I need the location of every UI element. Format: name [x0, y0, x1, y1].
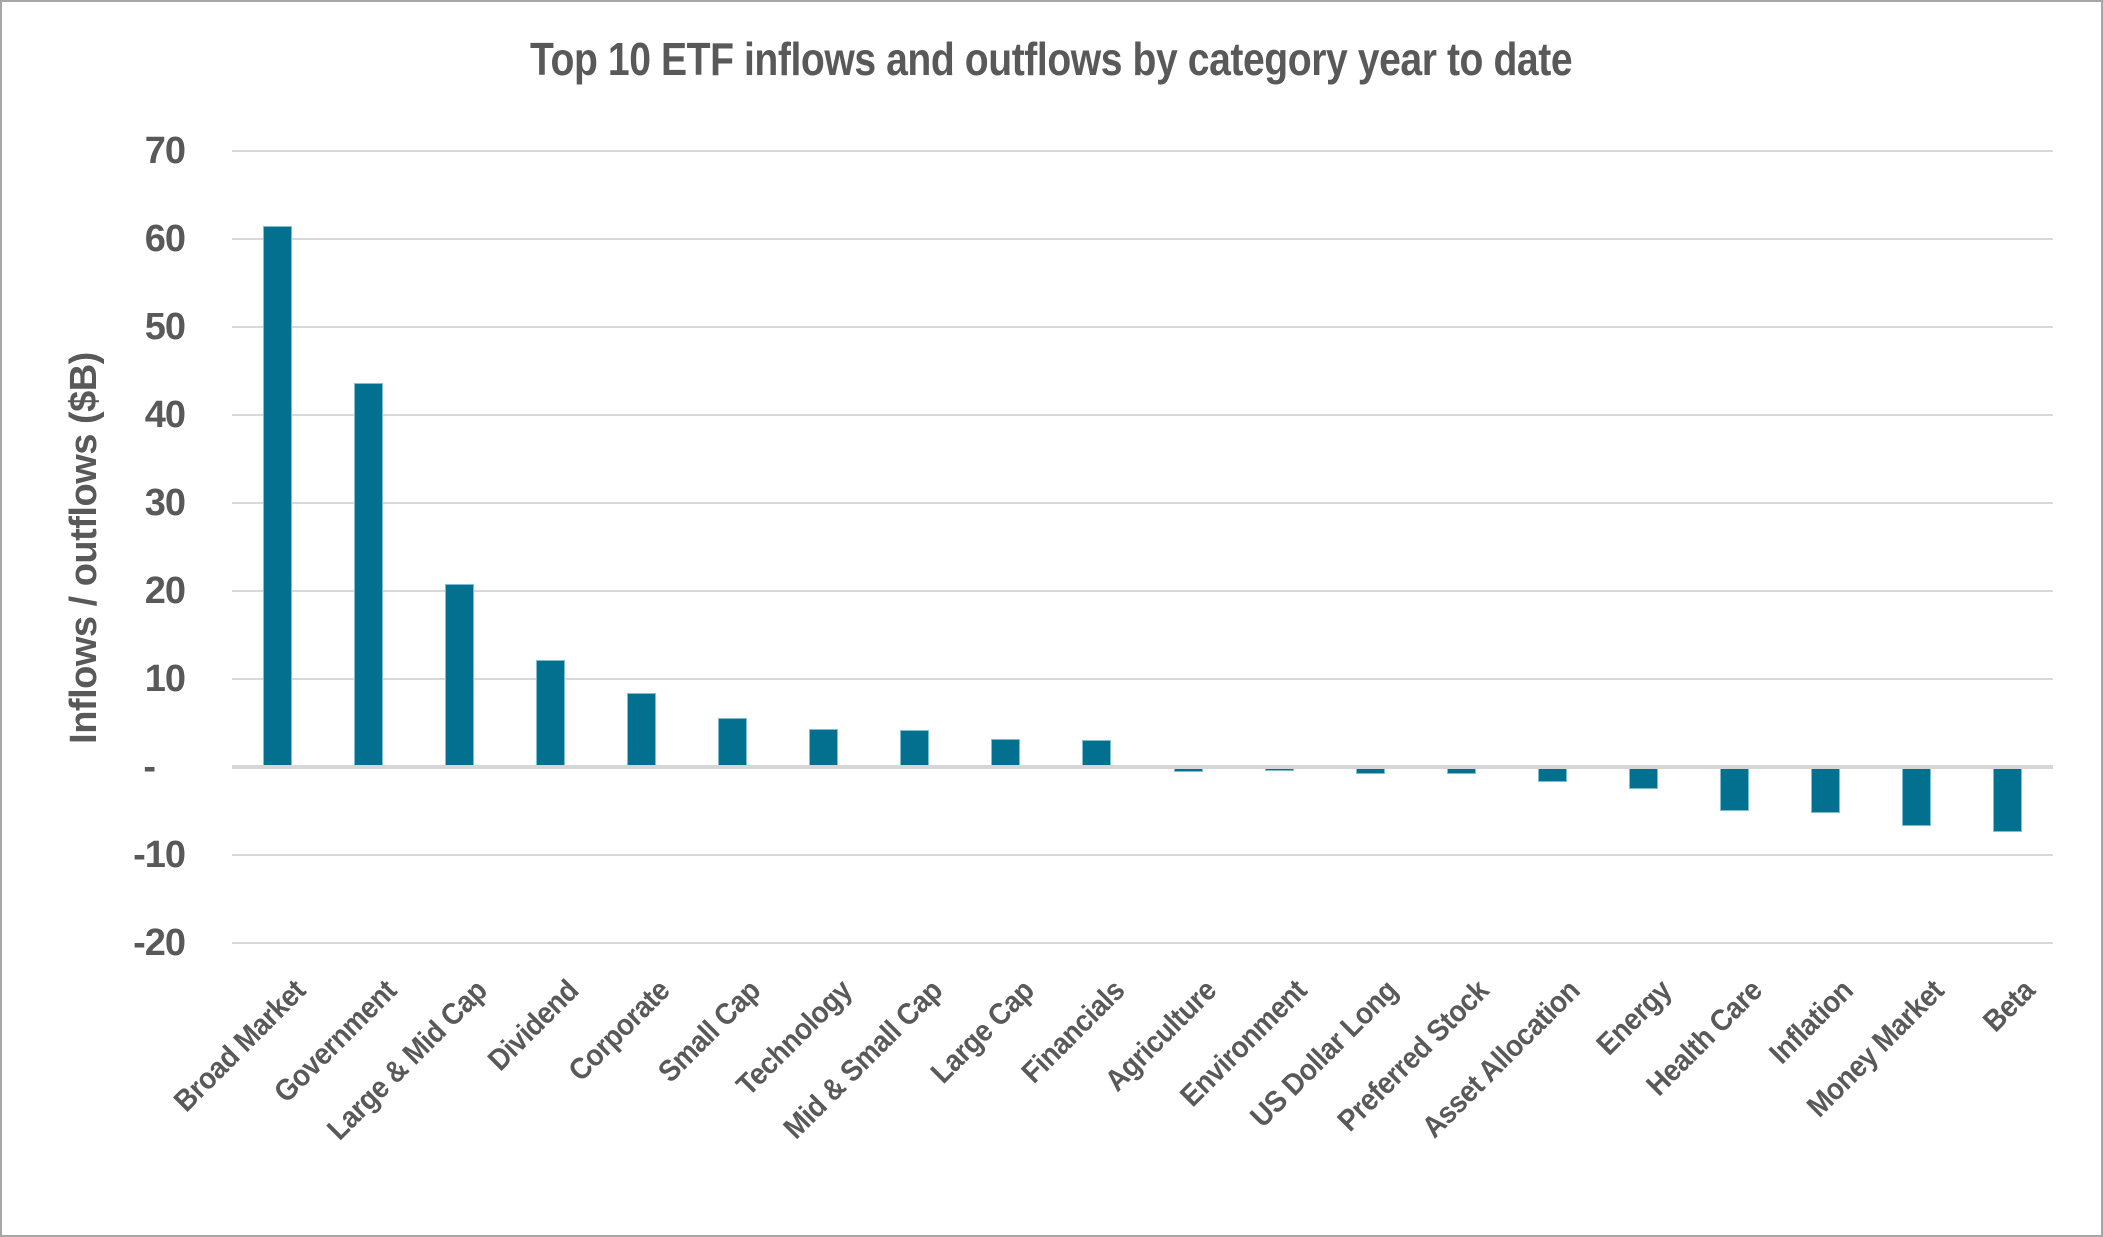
bar-asset-allocation: [1537, 767, 1567, 782]
y-tick-label-1: 60: [2, 217, 186, 261]
bar-energy: [1628, 767, 1658, 789]
x-label-mid-small-cap: Mid & Small Cap: [777, 974, 950, 1146]
gridline-10: [232, 678, 2053, 680]
x-label-beta: Beta: [1977, 974, 2042, 1039]
y-tick-text: -: [143, 746, 156, 788]
bar-government: [354, 383, 384, 767]
bar-large-mid-cap: [445, 583, 475, 767]
gridline-30: [232, 502, 2053, 504]
bar-mid-small-cap: [900, 730, 930, 767]
y-tick-text: 30: [144, 482, 186, 524]
chart-title-text: Top 10 ETF inflows and outflows by categ…: [530, 33, 1573, 85]
bar-broad-market: [263, 225, 293, 767]
bar-dividend: [536, 659, 566, 767]
y-tick-text: -10: [133, 834, 186, 876]
gridline-40: [232, 414, 2053, 416]
y-tick-label-9: -20: [2, 921, 186, 965]
zero-axis-line: [232, 765, 2053, 769]
y-tick-label-5: 20: [2, 569, 186, 613]
y-tick-label-6: 10: [2, 657, 186, 701]
bar-beta: [1992, 767, 2022, 833]
gridline-70: [232, 150, 2053, 152]
y-tick-text: 20: [144, 570, 186, 612]
bar-health-care: [1719, 767, 1749, 811]
y-tick-text: 60: [144, 218, 186, 260]
y-tick-text: 10: [144, 658, 186, 700]
bar-large-cap: [991, 738, 1021, 767]
gridline-20: [232, 590, 2053, 592]
y-axis-title: Inflows / outflows ($B): [63, 352, 105, 744]
y-tick-label-4: 30: [2, 481, 186, 525]
bar-small-cap: [718, 717, 748, 767]
bar-money-market: [1901, 767, 1931, 826]
bar-corporate: [627, 693, 657, 767]
gridline--20: [232, 942, 2053, 944]
y-tick-label-8: -10: [2, 833, 186, 877]
y-tick-text: 70: [144, 130, 186, 172]
x-label-energy: Energy: [1590, 974, 1678, 1062]
y-tick-label-2: 50: [2, 305, 186, 349]
y-tick-text: -20: [133, 922, 186, 964]
x-label-large-mid-cap: Large & Mid Cap: [321, 974, 494, 1147]
y-tick-label-3: 40: [2, 393, 186, 437]
gridline--10: [232, 854, 2053, 856]
x-label-asset-allocation: Asset Allocation: [1416, 974, 1587, 1145]
bar-inflation: [1810, 767, 1840, 813]
bar-financials: [1082, 739, 1112, 767]
bar-technology: [809, 729, 839, 767]
gridline-60: [232, 238, 2053, 240]
y-tick-text: 50: [144, 306, 186, 348]
chart-title: Top 10 ETF inflows and outflows by categ…: [2, 32, 2101, 86]
y-tick-label-0: 70: [2, 129, 186, 173]
y-tick-label-7: -: [2, 745, 185, 789]
gridline-50: [232, 326, 2053, 328]
y-tick-text: 40: [144, 394, 186, 436]
